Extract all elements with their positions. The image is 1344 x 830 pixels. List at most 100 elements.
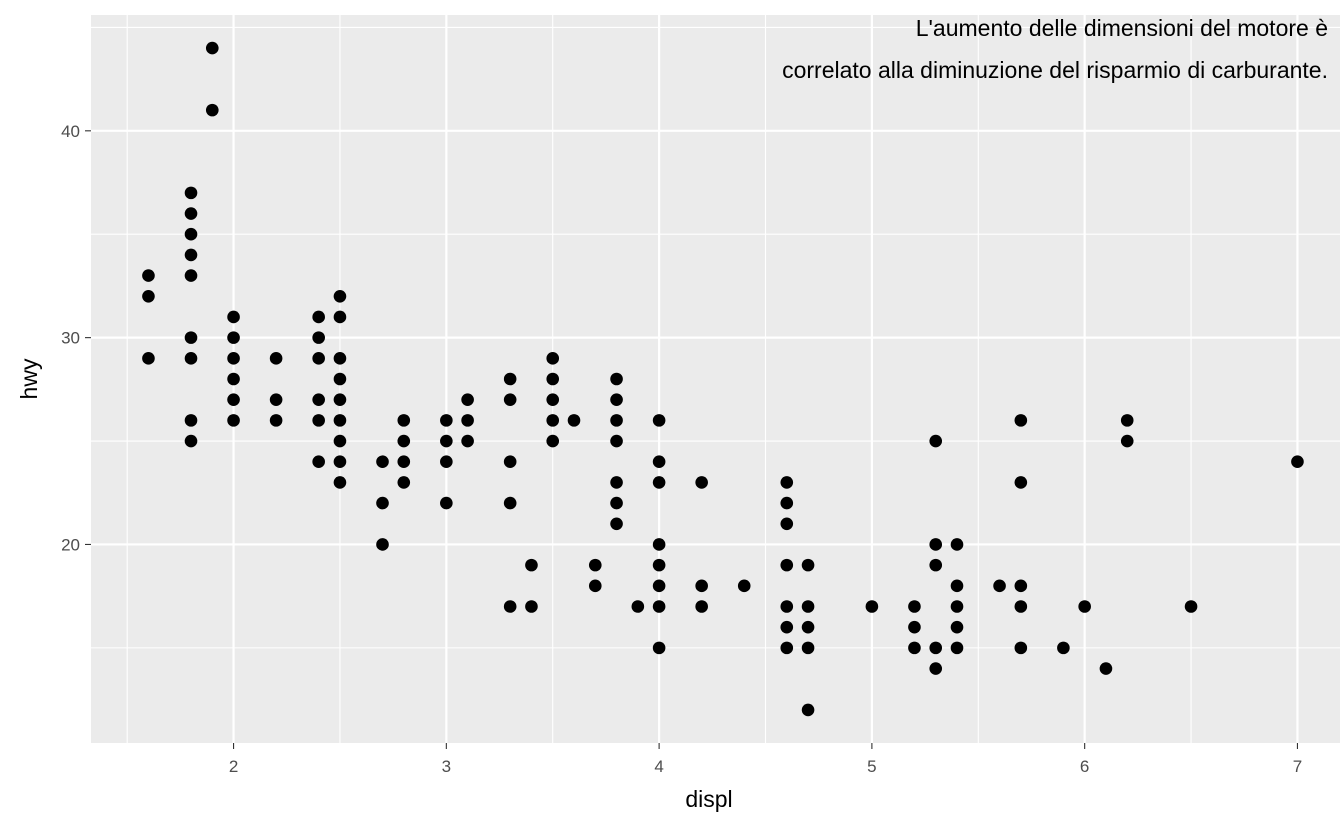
data-point: [184, 414, 198, 427]
data-point: [227, 331, 240, 344]
data-point: [801, 558, 815, 572]
data-point: [1078, 600, 1091, 613]
data-point: [1120, 434, 1134, 448]
data-point: [929, 662, 943, 675]
x-axis-ticks: 2 3 4 5 6 7: [229, 743, 1302, 776]
y-axis-title: hwy: [16, 358, 42, 399]
x-axis-title: displ: [685, 786, 732, 812]
y-tick-label: 20: [61, 535, 80, 554]
data-point: [695, 600, 708, 613]
data-point: [1291, 455, 1304, 469]
data-point: [312, 393, 325, 406]
data-point: [652, 641, 666, 655]
x-tick-label: 6: [1080, 757, 1089, 776]
data-point: [333, 289, 347, 303]
data-point: [652, 455, 666, 469]
data-point: [227, 393, 240, 406]
plot-panel: [91, 15, 1340, 743]
data-point: [312, 310, 325, 324]
y-axis-ticks: 20 30 40: [61, 122, 91, 554]
data-point: [546, 393, 560, 406]
data-point: [397, 476, 411, 489]
data-point: [780, 496, 794, 510]
data-point: [525, 600, 538, 613]
data-point: [801, 600, 815, 613]
y-tick-label: 40: [61, 122, 80, 141]
data-point: [908, 641, 921, 655]
data-point: [801, 620, 815, 634]
data-point: [184, 352, 198, 365]
data-point: [227, 310, 240, 324]
data-point: [333, 414, 347, 427]
data-point: [652, 414, 666, 427]
data-point: [610, 476, 623, 489]
data-points: [142, 41, 1304, 717]
data-point: [333, 393, 347, 406]
data-point: [205, 41, 219, 55]
data-point: [950, 641, 964, 655]
data-point: [801, 703, 815, 717]
data-point: [780, 641, 794, 655]
major-gridlines: [91, 15, 1340, 743]
data-point: [397, 455, 411, 469]
data-point: [1014, 600, 1028, 613]
data-point: [652, 476, 666, 489]
data-point: [780, 600, 794, 613]
data-point: [546, 414, 560, 427]
data-point: [610, 414, 623, 427]
data-point: [1014, 476, 1028, 489]
data-point: [801, 641, 815, 655]
data-point: [950, 579, 964, 593]
data-point: [546, 352, 560, 365]
data-point: [929, 434, 943, 448]
data-point: [780, 558, 794, 572]
data-point: [184, 269, 198, 282]
data-point: [1184, 600, 1198, 613]
data-point: [780, 620, 794, 634]
data-point: [908, 600, 921, 613]
data-point: [142, 289, 155, 303]
data-point: [652, 538, 666, 551]
data-point: [269, 352, 283, 365]
data-point: [333, 476, 347, 489]
data-point: [142, 352, 155, 365]
data-point: [1014, 641, 1028, 655]
data-point: [376, 496, 389, 510]
data-point: [184, 227, 198, 241]
data-point: [652, 600, 666, 613]
data-point: [184, 248, 198, 262]
data-point: [397, 414, 411, 427]
data-point: [610, 393, 623, 406]
data-point: [929, 558, 943, 572]
x-tick-label: 7: [1293, 757, 1302, 776]
data-point: [312, 414, 325, 427]
data-point: [908, 620, 921, 634]
data-point: [503, 372, 517, 386]
data-point: [1014, 414, 1028, 427]
data-point: [610, 372, 623, 386]
data-point: [567, 414, 581, 427]
x-tick-label: 2: [229, 757, 238, 776]
data-point: [205, 103, 219, 117]
annotation-line: correlato alla diminuzione del risparmio…: [782, 57, 1328, 83]
data-point: [950, 538, 964, 551]
data-point: [546, 434, 560, 448]
data-point: [440, 496, 453, 510]
data-point: [503, 600, 517, 613]
x-tick-label: 5: [867, 757, 876, 776]
annotation: L'aumento delle dimensioni del motore è c…: [782, 15, 1328, 83]
data-point: [440, 414, 453, 427]
annotation-line: L'aumento delle dimensioni del motore è: [916, 15, 1328, 41]
data-point: [333, 455, 347, 469]
data-point: [333, 372, 347, 386]
data-point: [269, 414, 283, 427]
y-tick-label: 30: [61, 329, 80, 348]
data-point: [184, 331, 198, 344]
data-point: [1057, 641, 1070, 655]
data-point: [461, 434, 474, 448]
data-point: [312, 331, 325, 344]
data-point: [184, 207, 198, 220]
data-point: [227, 352, 240, 365]
data-point: [1099, 662, 1113, 675]
data-point: [376, 538, 389, 551]
